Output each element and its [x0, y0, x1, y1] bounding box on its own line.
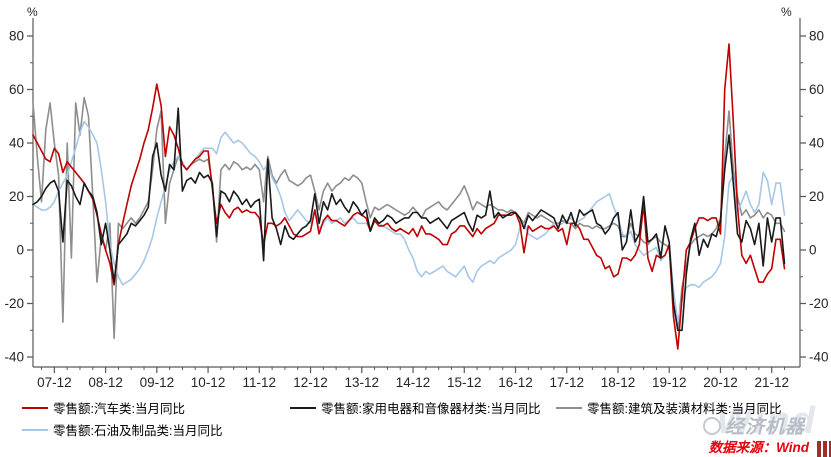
legend-item-building-materials: 零售额:建筑及装潢材料类:当月同比: [556, 399, 806, 416]
x-tick-label: 18-12: [601, 375, 636, 390]
y-tick-label-right: -40: [809, 350, 829, 365]
y-tick-label-left: 60: [9, 82, 24, 97]
data-source-note: 数据来源：Wind: [708, 440, 809, 455]
brand-logo-icon: [702, 416, 721, 435]
x-tick-label: 14-12: [396, 375, 431, 390]
y-tick-label-right: 0: [809, 243, 817, 258]
wind-watermark: Wind: [716, 400, 817, 442]
y-tick-label-left: 80: [9, 29, 24, 44]
x-tick-label: 11-12: [243, 375, 277, 390]
brand-watermark-text: 经济机器: [724, 417, 805, 438]
brand-watermark: 经济机器: [702, 412, 805, 439]
axes: [32, 18, 801, 368]
y-tick-label-left: 0: [16, 243, 24, 258]
x-tick-label: 19-12: [652, 375, 687, 390]
y-tick-label-right: -20: [809, 296, 829, 311]
legend-line-appliances-icon: [290, 406, 316, 409]
x-tick-label: 07-12: [37, 375, 72, 390]
x-tick-label: 20-12: [703, 375, 738, 390]
y-axis-unit-right: %: [781, 5, 792, 19]
series-line-0: [32, 43, 786, 350]
y-tick-label-right: 80: [809, 29, 824, 44]
y-tick-label-right: 20: [809, 189, 824, 204]
legend-label-petroleum: 零售额:石油及制品类:当月同比: [53, 424, 223, 438]
y-tick-label-right: 60: [809, 82, 824, 97]
corner-logo-fragment: [817, 441, 831, 457]
legend-line-autos-icon: [22, 406, 48, 409]
x-tick-label: 09-12: [140, 375, 175, 390]
legend-label-appliances: 零售额:家用电器和音像器材类:当月同比: [321, 402, 541, 416]
y-tick-label-right: 40: [809, 136, 824, 151]
legend-label-autos: 零售额:汽车类:当月同比: [53, 402, 185, 416]
x-tick-label: 10-12: [191, 375, 226, 390]
y-axis-ticks: 80 80 60 60 40 40 20 20 0 0 -20 -20 -40 -40: [4, 29, 828, 365]
x-tick-label: 21-12: [754, 375, 789, 390]
x-tick-label: 15-12: [447, 375, 482, 390]
x-tick-label: 17-12: [549, 375, 584, 390]
x-axis-ticks: 07-12 08-12 09-12 10-12 11-12 12-12 13-12 14-12…: [37, 367, 789, 390]
legend-label-building-materials: 零售额:建筑及装潢材料类:当月同比: [587, 402, 782, 416]
legend-item-petroleum: 零售额:石油及制品类:当月同比: [22, 421, 290, 438]
x-tick-label: 16-12: [498, 375, 533, 390]
y-tick-label-left: -40: [4, 350, 24, 365]
legend-line-petroleum-icon: [22, 428, 48, 431]
y-tick-label-left: 20: [9, 189, 24, 204]
y-tick-label-left: -20: [4, 296, 24, 311]
series-line-1: [32, 107, 786, 332]
y-tick-label-left: 40: [9, 136, 24, 151]
x-tick-label: 08-12: [88, 375, 123, 390]
x-tick-label: 12-12: [293, 375, 328, 390]
line-chart: 80 80 60 60 40 40 20 20 0 0 -20 -20 -40 -40 07-12 08-12…: [4, 18, 829, 390]
x-tick-label: 13-12: [345, 375, 380, 390]
y-axis-unit-left: %: [27, 5, 38, 19]
series-line-2: [32, 96, 786, 340]
legend-line-building-materials-icon: [556, 406, 582, 409]
legend: 零售额:汽车类:当月同比 零售额:家用电器和音像器材类:当月同比 零售额:建筑及…: [22, 399, 814, 438]
legend-item-appliances: 零售额:家用电器和音像器材类:当月同比: [290, 399, 556, 416]
legend-item-autos: 零售额:汽车类:当月同比: [22, 399, 290, 416]
